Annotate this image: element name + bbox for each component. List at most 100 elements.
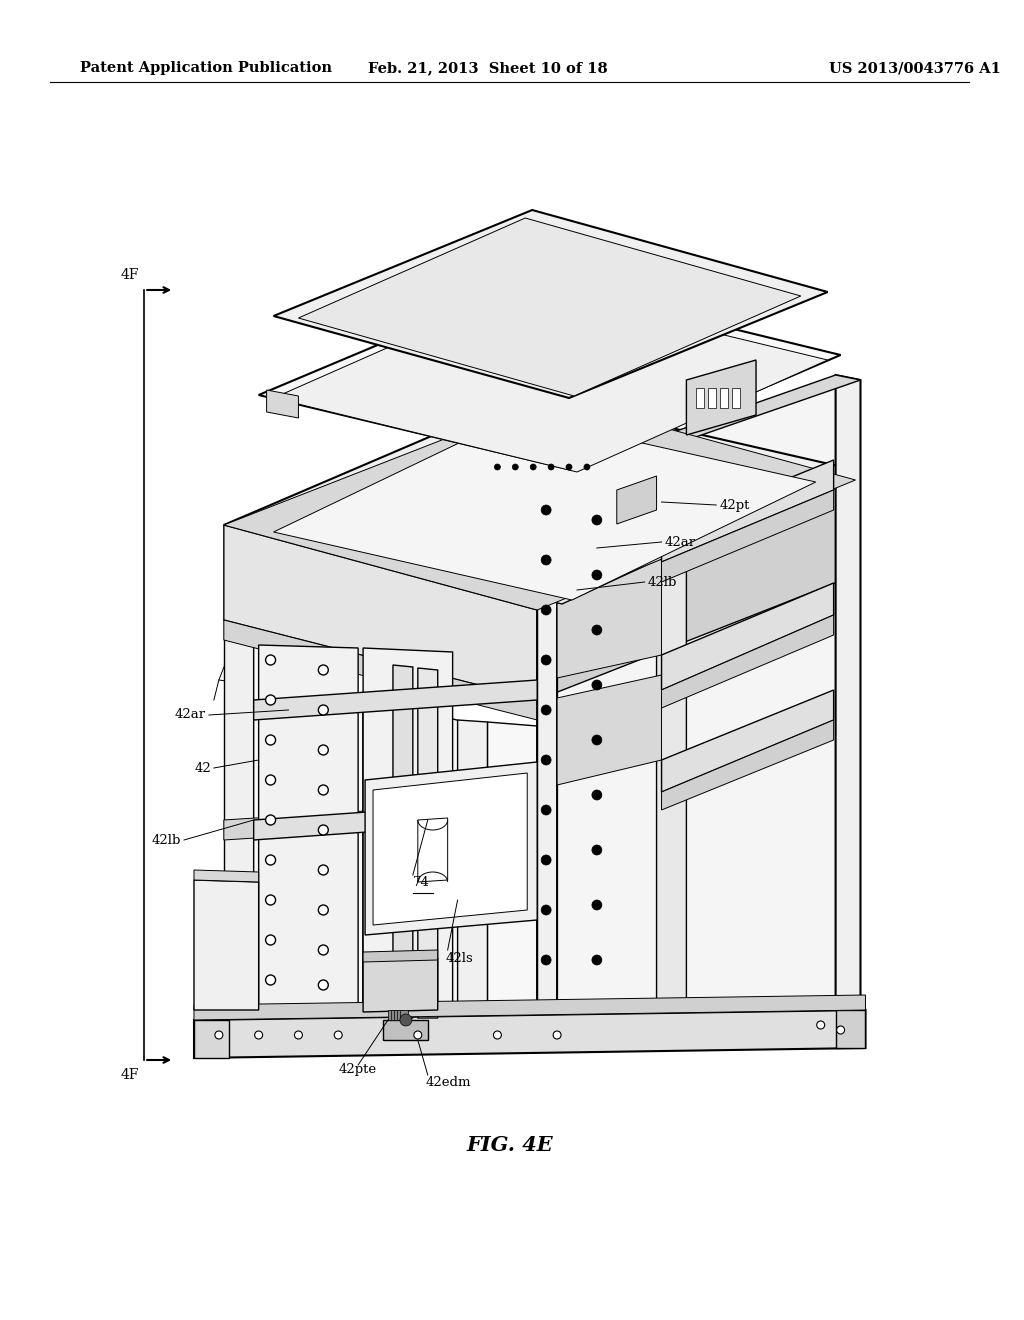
Circle shape [512,465,518,470]
Polygon shape [662,719,834,810]
Polygon shape [836,1010,865,1048]
Circle shape [334,1031,342,1039]
Circle shape [265,855,275,865]
Circle shape [553,1031,561,1039]
Circle shape [592,515,602,525]
Polygon shape [254,680,538,719]
Text: 4F: 4F [121,1068,139,1082]
Polygon shape [393,665,413,1018]
Circle shape [592,789,602,800]
Circle shape [318,865,329,875]
Polygon shape [383,1020,428,1040]
Polygon shape [308,638,343,1012]
Polygon shape [557,554,662,678]
Polygon shape [538,480,855,700]
Polygon shape [656,455,686,1028]
Polygon shape [194,880,259,1010]
Circle shape [592,954,602,965]
Polygon shape [836,375,860,1030]
Polygon shape [391,1010,399,1020]
Circle shape [265,655,275,665]
Circle shape [318,665,329,675]
Polygon shape [224,397,855,610]
Polygon shape [662,459,834,562]
Polygon shape [557,455,662,558]
Polygon shape [373,774,527,925]
Text: 42lb: 42lb [152,833,181,846]
Polygon shape [273,210,827,399]
Text: 42: 42 [195,762,211,775]
Text: 4F: 4F [121,268,139,282]
Polygon shape [364,700,393,1022]
Circle shape [541,655,551,665]
Text: 42pte: 42pte [338,1064,377,1077]
Polygon shape [224,620,254,1020]
Circle shape [541,906,551,915]
Polygon shape [662,490,834,582]
Circle shape [265,735,275,744]
Circle shape [592,624,602,635]
Polygon shape [259,645,358,1010]
Polygon shape [418,668,437,1018]
Circle shape [837,1026,845,1034]
Polygon shape [696,388,705,408]
Circle shape [215,1031,223,1039]
Circle shape [318,705,329,715]
Circle shape [495,465,501,470]
Circle shape [541,855,551,865]
Polygon shape [273,286,827,473]
Text: 42ls: 42ls [445,952,473,965]
Polygon shape [388,1010,396,1020]
Circle shape [541,506,551,515]
Circle shape [265,975,275,985]
Polygon shape [662,615,834,708]
Circle shape [318,906,329,915]
Polygon shape [393,702,458,1022]
Circle shape [541,805,551,814]
Circle shape [592,900,602,909]
Text: Patent Application Publication: Patent Application Publication [80,61,332,75]
Circle shape [318,979,329,990]
Polygon shape [254,624,364,1022]
Circle shape [318,945,329,954]
Polygon shape [224,525,538,700]
Polygon shape [418,818,447,882]
Circle shape [817,1020,824,1030]
Circle shape [592,570,602,579]
Circle shape [265,814,275,825]
Circle shape [265,935,275,945]
Polygon shape [194,995,865,1020]
Circle shape [265,696,275,705]
Polygon shape [194,1020,228,1059]
Circle shape [541,554,551,565]
Circle shape [541,705,551,715]
Polygon shape [224,395,855,605]
Polygon shape [394,1010,401,1020]
Polygon shape [254,800,538,840]
Polygon shape [709,388,716,408]
Circle shape [265,775,275,785]
Polygon shape [254,408,836,605]
Polygon shape [194,1010,865,1059]
Circle shape [295,1031,302,1039]
Polygon shape [254,624,289,1022]
Circle shape [494,1031,502,1039]
Circle shape [265,895,275,906]
Circle shape [318,744,329,755]
Circle shape [541,605,551,615]
Polygon shape [538,380,836,1030]
Polygon shape [458,719,487,1022]
Text: 42ar: 42ar [665,536,695,549]
Polygon shape [662,583,834,690]
Circle shape [592,735,602,744]
Polygon shape [400,1010,408,1020]
Text: Feb. 21, 2013  Sheet 10 of 18: Feb. 21, 2013 Sheet 10 of 18 [368,61,607,75]
Polygon shape [686,360,756,436]
Polygon shape [224,620,538,719]
Circle shape [530,465,537,470]
Polygon shape [616,477,656,524]
Polygon shape [487,722,538,1026]
Polygon shape [364,950,437,962]
Text: 42pt: 42pt [719,499,750,511]
Circle shape [592,680,602,690]
